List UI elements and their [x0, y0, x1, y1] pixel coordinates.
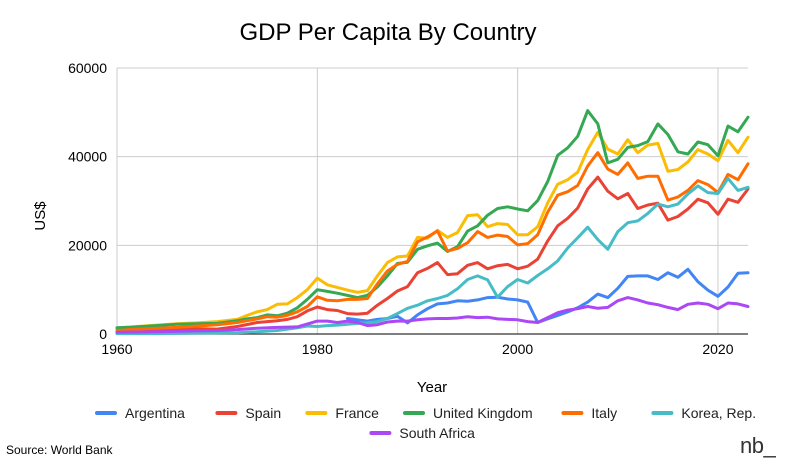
legend-item: France: [305, 405, 379, 421]
series-lines: [115, 109, 750, 336]
legend-label: United Kingdom: [433, 405, 533, 421]
legend-label: Argentina: [125, 405, 185, 421]
y-axis-label: US$: [32, 201, 49, 231]
x-tick-label: 1960: [101, 341, 132, 357]
legend-item: Argentina: [95, 405, 185, 421]
series-line-south-africa: [115, 296, 750, 334]
source-note: Source: World Bank: [6, 443, 113, 457]
y-tick-label: 40000: [68, 149, 107, 165]
legend-label: Italy: [591, 405, 617, 421]
series-line-argentina: [345, 267, 750, 325]
legend-label: Korea, Rep.: [681, 405, 756, 421]
series-line-united-kingdom: [115, 109, 750, 330]
legend-label: Spain: [245, 405, 281, 421]
x-axis-ticks: 1960 1980 2000 2020: [101, 341, 733, 357]
legend-item: Italy: [561, 405, 617, 421]
legend-item: South Africa: [369, 425, 475, 441]
y-tick-label: 60000: [68, 60, 107, 76]
series-line-korea-rep: [115, 176, 750, 336]
series-line-italy: [115, 151, 750, 332]
legend-item: United Kingdom: [403, 405, 533, 421]
brand-logo: nb_: [740, 433, 776, 458]
chart-title: GDP Per Capita By Country: [239, 19, 536, 46]
x-tick-label: 2000: [502, 341, 533, 357]
legend-item: Korea, Rep.: [651, 405, 756, 421]
legend-label: South Africa: [399, 425, 475, 441]
series-line-france: [115, 130, 750, 330]
legend-label: France: [335, 405, 379, 421]
series-line-spain: [115, 175, 750, 334]
x-axis-label: Year: [417, 379, 447, 396]
legend-item: Spain: [215, 405, 281, 421]
y-axis-ticks: 0 20000 40000 60000: [68, 60, 107, 342]
x-tick-label: 1980: [302, 341, 333, 357]
legend: Argentina Spain France United Kingdom Italy K…: [95, 405, 756, 441]
y-tick-label: 20000: [68, 237, 107, 253]
gridlines: [116, 67, 748, 335]
y-tick-label: 0: [99, 326, 107, 342]
x-tick-label: 2020: [702, 341, 733, 357]
